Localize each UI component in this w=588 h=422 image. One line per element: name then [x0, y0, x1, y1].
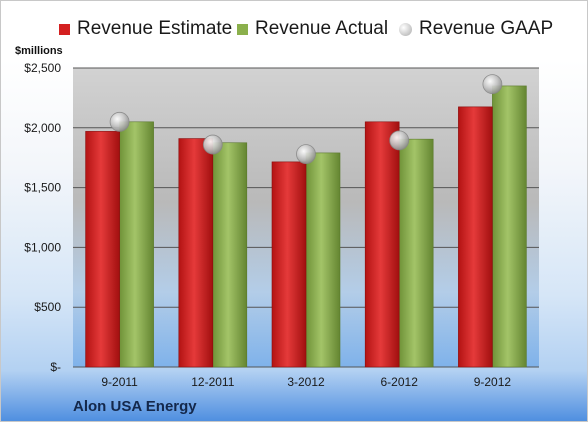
- bar-revenue-actual: [119, 121, 154, 368]
- x-tick-label: 12-2011: [191, 375, 234, 389]
- bar-revenue-estimate: [458, 106, 493, 368]
- legend-item-estimate: Revenue Estimate: [59, 15, 232, 43]
- y-tick-label: $2,500: [24, 61, 61, 75]
- x-tick-label: 6-2012: [381, 375, 419, 389]
- legend-item-gaap: Revenue GAAP: [399, 15, 553, 43]
- company-name: Alon USA Energy: [73, 398, 197, 415]
- y-tick-label: $-: [50, 360, 61, 374]
- legend-swatch-estimate: [59, 23, 70, 35]
- legend-label-estimate: Revenue Estimate: [77, 18, 233, 39]
- chart-legend: Revenue Estimate Revenue Actual Revenue …: [1, 15, 587, 43]
- y-tick-label: $1,500: [24, 181, 61, 195]
- x-tick-label: 9-2012: [474, 375, 512, 389]
- y-axis-units-label: $millions: [15, 45, 63, 57]
- marker-revenue-gaap: [109, 111, 130, 132]
- legend-label-gaap: Revenue GAAP: [419, 18, 554, 39]
- bar-revenue-estimate: [364, 121, 400, 368]
- x-tick-label: 9-2011: [101, 375, 138, 389]
- legend-label-actual: Revenue Actual: [255, 18, 389, 39]
- bar-revenue-actual: [398, 138, 434, 368]
- marker-revenue-gaap: [389, 130, 410, 151]
- legend-item-actual: Revenue Actual: [237, 15, 388, 43]
- legend-swatch-gaap: [399, 22, 412, 36]
- marker-revenue-gaap: [202, 134, 223, 155]
- bar-revenue-actual: [212, 142, 248, 368]
- bar-revenue-estimate: [85, 131, 120, 368]
- y-tick-label: $500: [34, 300, 61, 314]
- x-tick-label: 3-2012: [287, 375, 325, 389]
- bar-revenue-actual: [492, 85, 527, 368]
- y-tick-label: $2,000: [24, 121, 61, 135]
- marker-revenue-gaap: [482, 74, 503, 95]
- y-tick-label: $1,000: [24, 240, 61, 254]
- bar-revenue-estimate: [271, 161, 307, 368]
- legend-swatch-actual: [237, 23, 248, 35]
- bar-revenue-actual: [305, 152, 341, 368]
- bar-revenue-estimate: [178, 138, 214, 368]
- marker-revenue-gaap: [296, 144, 316, 165]
